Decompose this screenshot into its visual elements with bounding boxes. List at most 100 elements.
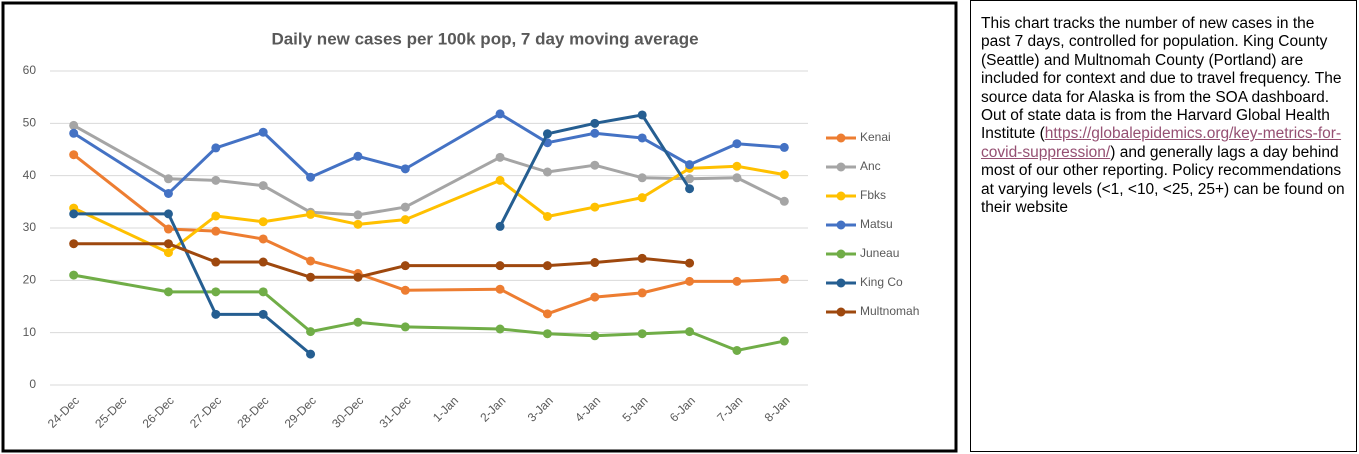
point [211, 211, 221, 221]
point [732, 345, 742, 355]
point [69, 128, 79, 138]
gap-connector [73, 273, 169, 294]
note-box: This chart tracks the number of new case… [970, 0, 1357, 452]
point [163, 248, 173, 258]
point [258, 309, 268, 319]
point [211, 287, 221, 297]
point [637, 193, 647, 203]
point [69, 120, 79, 130]
point [495, 175, 505, 185]
y-tick-label: 50 [23, 116, 37, 130]
legend-label: Matsu [860, 217, 893, 231]
point [542, 329, 552, 339]
point [495, 221, 505, 231]
legend-label: King Co [860, 275, 903, 289]
point [637, 329, 647, 339]
series-line [167, 242, 406, 279]
point [685, 174, 695, 184]
series-line [167, 130, 406, 195]
gap-connector [405, 325, 501, 331]
point [400, 322, 410, 332]
gap-connector [404, 156, 501, 209]
point [637, 253, 647, 263]
note-text: ) and generally lags a day behind most o… [981, 143, 1345, 217]
y-tick-label: 30 [23, 220, 37, 234]
point [590, 258, 600, 268]
legend-label: Multnomah [860, 304, 919, 318]
point [306, 256, 316, 266]
point [590, 118, 600, 128]
point [306, 349, 316, 359]
point [400, 215, 410, 225]
point [685, 184, 695, 194]
y-tick-label: 10 [23, 325, 37, 339]
point [590, 202, 600, 212]
point [495, 284, 505, 294]
point [590, 292, 600, 302]
point [732, 139, 742, 149]
legend-label: Fbks [860, 188, 886, 202]
point [685, 327, 695, 337]
point [258, 217, 268, 227]
point [542, 167, 552, 177]
point [542, 211, 552, 221]
point [637, 288, 647, 298]
legend-swatch [836, 162, 846, 172]
point [400, 164, 410, 174]
point [779, 274, 789, 284]
series-line [167, 212, 406, 254]
point [590, 160, 600, 170]
point [495, 152, 505, 162]
point [306, 172, 316, 182]
legend-label: Juneau [860, 246, 899, 260]
point [163, 209, 173, 219]
point [732, 173, 742, 183]
point [306, 209, 316, 219]
note-text: This chart tracks the number of new case… [981, 15, 1342, 143]
point [258, 257, 268, 267]
point [400, 261, 410, 271]
point [211, 257, 221, 267]
point [495, 261, 505, 271]
point [353, 151, 363, 161]
y-tick-label: 20 [23, 273, 37, 287]
series-line [168, 177, 406, 217]
point [542, 261, 552, 271]
chart-title: Daily new cases per 100k pop, 7 day movi… [271, 29, 698, 48]
legend-swatch [836, 133, 846, 143]
y-tick-label: 60 [23, 63, 37, 77]
point [400, 202, 410, 212]
point [685, 258, 695, 268]
point [353, 210, 363, 220]
point [637, 133, 647, 143]
point [353, 272, 363, 282]
point [353, 219, 363, 229]
note-link[interactable]: https://globalepidemics.org/key-metrics-… [981, 125, 1342, 161]
series-line [168, 290, 406, 334]
point [69, 239, 79, 249]
point [685, 276, 695, 286]
point [779, 170, 789, 180]
point [163, 224, 173, 234]
point [779, 142, 789, 152]
point [637, 173, 647, 183]
gap-connector [72, 132, 170, 195]
point [779, 196, 789, 206]
gap-connector [72, 153, 170, 231]
legend-swatch [836, 278, 846, 288]
legend-swatch [836, 191, 846, 201]
point [542, 309, 552, 319]
point [732, 161, 742, 171]
chart-frame [1, 1, 958, 453]
legend-swatch [836, 307, 846, 317]
gap-connector [404, 178, 501, 222]
point [400, 285, 410, 295]
legend-swatch [836, 220, 846, 230]
point [685, 160, 695, 170]
point [495, 324, 505, 334]
point [542, 129, 552, 139]
point [258, 234, 268, 244]
legend-swatch [836, 249, 846, 259]
point [211, 309, 221, 319]
